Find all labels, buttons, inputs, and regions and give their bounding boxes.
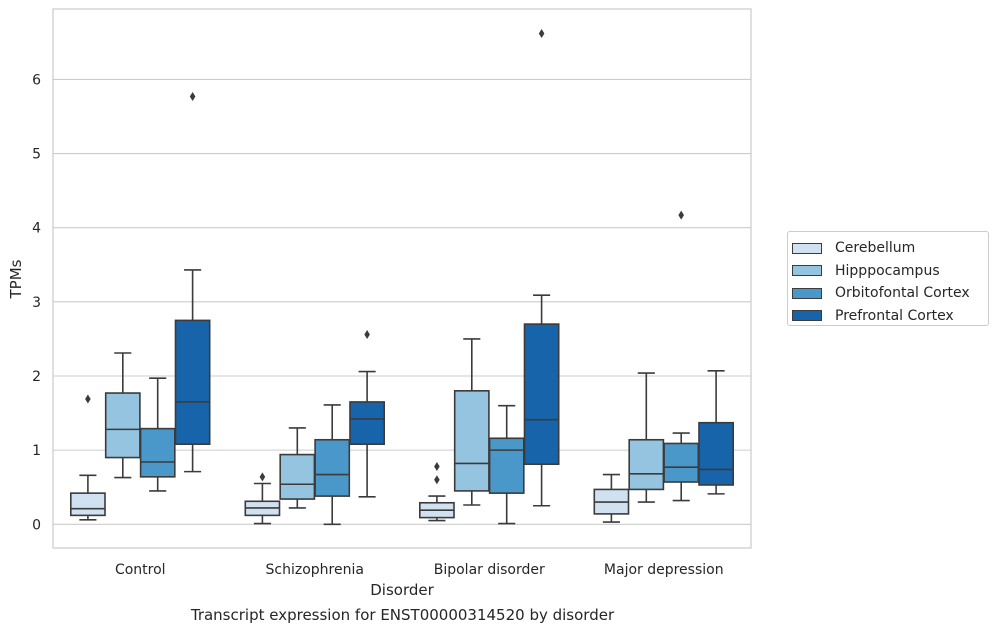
x-axis-label: Disorder	[370, 581, 434, 599]
legend-swatch	[792, 310, 822, 322]
box-2-1	[453, 338, 490, 506]
y-tick-label: 2	[32, 369, 41, 385]
iqr-box	[139, 427, 176, 478]
y-tick-label: 1	[32, 443, 41, 459]
box-0-3	[174, 91, 211, 473]
x-tick-label: Schizophrenia	[266, 562, 364, 578]
y-tick-label: 6	[32, 72, 41, 88]
outlier-point	[678, 210, 684, 220]
legend-item: Prefrontal Cortex	[792, 305, 988, 328]
outlier-point	[259, 472, 266, 482]
legend-label: Hipppocampus	[835, 262, 940, 279]
legend-label: Orbitofontal Cortex	[835, 285, 970, 302]
legend-item: Hipppocampus	[792, 260, 988, 283]
iqr-box	[104, 392, 141, 459]
y-tick-label: 3	[32, 295, 41, 311]
box-2-3	[523, 28, 560, 507]
box-3-0	[593, 473, 630, 523]
iqr-box	[453, 390, 490, 492]
outlier-point	[434, 461, 440, 471]
y-tick-label: 0	[32, 517, 41, 533]
plot-area-frame	[52, 8, 752, 549]
box-2-2	[488, 404, 525, 525]
iqr-box	[69, 492, 106, 517]
outlier-point	[434, 475, 440, 485]
x-tick-label: Bipolar disorder	[434, 562, 545, 578]
outlier-point	[538, 28, 545, 38]
legend-swatch	[792, 265, 822, 277]
outlier-point	[85, 394, 91, 404]
iqr-box	[349, 401, 386, 446]
box-2-0	[418, 461, 455, 522]
box-1-2	[314, 404, 351, 526]
chart-caption: Transcript expression for ENST0000031452…	[190, 606, 615, 624]
box-1-0	[244, 472, 281, 525]
box-groups	[69, 28, 735, 526]
x-tick-labels: Control Schizophrenia Bipolar disorder Majo…	[115, 562, 724, 578]
box-1-1	[279, 427, 316, 509]
legend-item: Orbitofontal Cortex	[792, 282, 988, 305]
legend-label: Cerebellum	[835, 240, 916, 257]
legend-label: Prefrontal Cortex	[835, 307, 954, 324]
box-0-2	[139, 377, 176, 492]
outlier-point	[189, 91, 196, 101]
y-tick-label: 4	[32, 221, 41, 237]
box-1-3	[349, 329, 386, 498]
box-3-1	[628, 372, 665, 503]
iqr-box	[628, 438, 665, 491]
y-tick-labels: 0 1 2 3 4 5 6	[32, 72, 41, 533]
iqr-box	[314, 438, 351, 497]
iqr-box	[523, 323, 560, 466]
x-tick-label: Control	[115, 562, 166, 578]
legend: Cerebellum Hipppocampus Orbitofontal Corte…	[787, 231, 989, 326]
box-0-0	[69, 394, 106, 521]
iqr-box	[488, 437, 525, 494]
legend-swatch	[792, 287, 822, 299]
iqr-box	[279, 453, 316, 500]
y-tick-label: 5	[32, 147, 41, 163]
y-axis-label: TPMs	[7, 259, 25, 299]
box-3-2	[663, 210, 700, 502]
outlier-point	[364, 329, 370, 339]
iqr-box	[698, 421, 735, 486]
box-0-1	[104, 352, 141, 479]
iqr-box	[174, 319, 211, 446]
legend-swatch	[792, 242, 822, 254]
legend-item: Cerebellum	[792, 237, 988, 260]
x-tick-label: Major depression	[604, 562, 724, 578]
box-3-3	[698, 370, 735, 495]
iqr-box	[663, 442, 700, 483]
